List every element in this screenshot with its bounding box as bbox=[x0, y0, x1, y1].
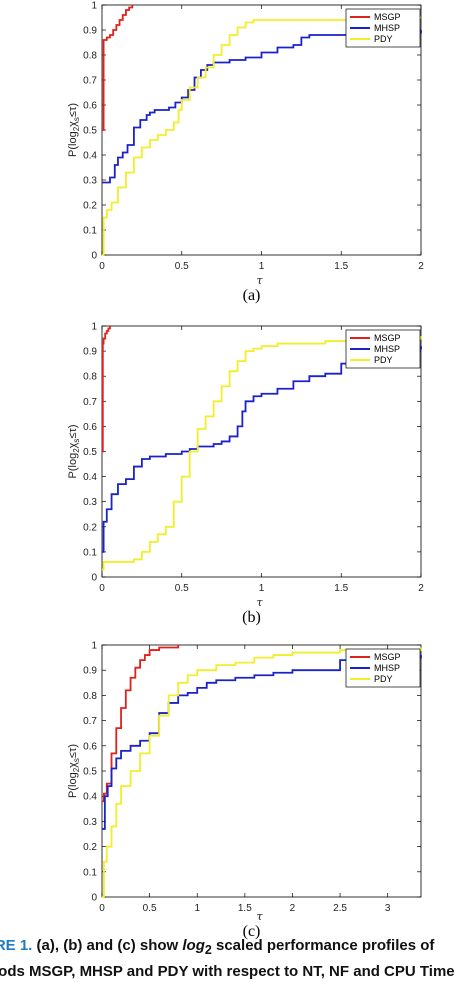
y-tick-label: 0.4 bbox=[83, 792, 97, 803]
y-tick-label: 0.9 bbox=[83, 666, 97, 677]
y-tick-label: 0.2 bbox=[83, 201, 97, 212]
panel-label: (c) bbox=[243, 923, 261, 940]
y-tick-label: 0 bbox=[91, 251, 97, 262]
y-tick-label: 1 bbox=[91, 641, 97, 652]
x-tick-label: 0.5 bbox=[175, 583, 189, 594]
figure-caption: URE 1. (a), (b) and (c) show log2 scaled… bbox=[0, 935, 474, 982]
legend-label-mhsp: MHSP bbox=[374, 344, 400, 354]
y-tick-label: 0.1 bbox=[83, 226, 97, 237]
y-tick-label: 0.5 bbox=[83, 447, 97, 458]
caption-figure-label: URE 1. bbox=[0, 937, 33, 954]
y-tick-label: 0.9 bbox=[83, 347, 97, 358]
y-tick-label: 1 bbox=[91, 1, 97, 12]
y-tick-label: 0.4 bbox=[83, 472, 97, 483]
x-tick-label: 1 bbox=[194, 903, 200, 914]
chart-panel-1: 0 0.1 0.2 0.3 0.4 0.5 0.6 0.7 0.8 0.9 1 0 0.5 1 1.5 2 MS… bbox=[67, 1, 424, 305]
y-tick-label: 0.2 bbox=[83, 522, 97, 533]
panel-label: (b) bbox=[242, 609, 261, 626]
caption-log-subscript: 2 bbox=[204, 943, 212, 957]
y-tick-label: 0.1 bbox=[83, 547, 97, 558]
x-tick-label: 1 bbox=[259, 583, 265, 594]
y-tick-label: 0.4 bbox=[83, 151, 97, 162]
x-tick-label: 0 bbox=[99, 261, 105, 272]
chart-panel-3: 0 0.1 0.2 0.3 0.4 0.5 0.6 0.7 0.8 0.9 1 0 0.5 1 1.5 2 2.… bbox=[67, 641, 422, 940]
y-tick-label: 0.5 bbox=[83, 767, 97, 778]
caption-text-b: scaled performance profiles of bbox=[216, 937, 435, 954]
x-axis-label: τ bbox=[256, 274, 263, 287]
y-tick-label: 0.6 bbox=[83, 741, 97, 752]
x-tick-label: 1.5 bbox=[334, 583, 348, 594]
series-line-msgp bbox=[102, 5, 134, 131]
legend-label-pdy: PDY bbox=[374, 355, 393, 365]
x-tick-label: 1.5 bbox=[238, 903, 252, 914]
y-tick-label: 0.8 bbox=[83, 372, 97, 383]
series-line-msgp bbox=[101, 326, 111, 453]
y-tick-label: 0.3 bbox=[83, 497, 97, 508]
x-tick-label: 1.5 bbox=[334, 261, 348, 272]
caption-text-a: (a), (b) and (c) show bbox=[36, 937, 179, 954]
caption-line-2: thods MSGP, MHSP and PDY with respect to… bbox=[0, 963, 455, 980]
x-tick-label: 0.5 bbox=[143, 903, 157, 914]
x-tick-label: 0 bbox=[99, 583, 105, 594]
y-tick-label: 0.7 bbox=[83, 716, 97, 727]
y-tick-label: 0.6 bbox=[83, 101, 97, 112]
x-tick-label: 0.5 bbox=[175, 261, 189, 272]
y-tick-label: 0.9 bbox=[83, 26, 97, 37]
x-tick-label: 2 bbox=[418, 261, 424, 272]
y-tick-label: 0 bbox=[91, 573, 97, 584]
legend-label-msgp: MSGP bbox=[374, 333, 401, 343]
y-tick-label: 0.7 bbox=[83, 76, 97, 87]
y-axis-label: P(log2χs≤τ) bbox=[67, 103, 81, 157]
chart-panel-2: 0 0.1 0.2 0.3 0.4 0.5 0.6 0.7 0.8 0.9 1 0 0.5 1 1.5 2 MS… bbox=[67, 322, 424, 627]
legend-label-pdy: PDY bbox=[374, 34, 393, 44]
y-tick-label: 0.2 bbox=[83, 842, 97, 853]
y-tick-label: 0 bbox=[91, 893, 97, 904]
y-tick-label: 0.5 bbox=[83, 126, 97, 137]
y-tick-label: 0.7 bbox=[83, 397, 97, 408]
y-tick-label: 0.1 bbox=[83, 867, 97, 878]
legend-label-msgp: MSGP bbox=[374, 652, 401, 662]
y-tick-label: 0.8 bbox=[83, 691, 97, 702]
y-tick-label: 0.8 bbox=[83, 51, 97, 62]
y-axis-label: P(log2χs≤τ) bbox=[67, 425, 81, 479]
legend-label-mhsp: MHSP bbox=[374, 23, 400, 33]
series-line-msgp bbox=[102, 645, 180, 803]
x-tick-label: 3 bbox=[385, 903, 391, 914]
x-tick-label: 2 bbox=[418, 583, 424, 594]
legend-label-mhsp: MHSP bbox=[374, 663, 400, 673]
y-tick-label: 1 bbox=[91, 322, 97, 333]
x-tick-label: 0 bbox=[99, 903, 105, 914]
y-tick-label: 0.6 bbox=[83, 422, 97, 433]
caption-log: log bbox=[182, 937, 205, 954]
x-tick-label: 2 bbox=[290, 903, 296, 914]
x-tick-label: 2.5 bbox=[333, 903, 347, 914]
series-line-pdy bbox=[102, 647, 422, 898]
panel-label: (a) bbox=[243, 287, 261, 304]
series-line-mhsp bbox=[102, 346, 422, 553]
legend-label-pdy: PDY bbox=[374, 674, 393, 684]
y-axis-label: P(log2χs≤τ) bbox=[67, 744, 81, 798]
series-line-mhsp bbox=[102, 30, 422, 184]
series-line-pdy bbox=[102, 336, 422, 571]
x-axis-label: τ bbox=[256, 910, 263, 923]
x-axis-label: τ bbox=[256, 596, 263, 609]
caption-line-1: URE 1. (a), (b) and (c) show log2 scaled… bbox=[0, 935, 474, 961]
y-tick-label: 0.3 bbox=[83, 817, 97, 828]
x-tick-label: 1 bbox=[259, 261, 265, 272]
legend-label-msgp: MSGP bbox=[374, 12, 401, 22]
y-tick-label: 0.3 bbox=[83, 176, 97, 187]
series-line-pdy bbox=[102, 16, 421, 256]
